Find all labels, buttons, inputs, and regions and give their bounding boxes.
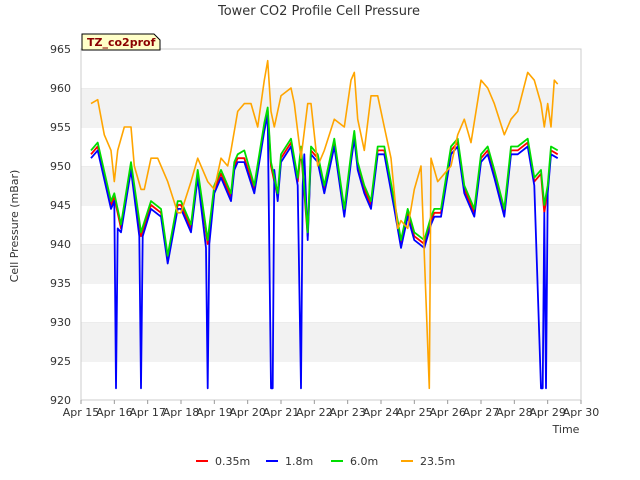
x-tick-label: Apr 29 [529,406,566,419]
y-tick-label: 945 [50,199,71,212]
plot-frame [80,48,582,401]
series-line-23.5m [90,59,559,390]
x-tick-label: Apr 25 [396,406,433,419]
x-tick-label: Apr 20 [229,406,266,419]
chart-title: Tower CO2 Profile Cell Pressure [217,4,420,19]
site-badge-label: TZ_co2prof [87,36,156,49]
x-tick-label: Apr 28 [496,406,533,419]
series-line-1.8m [90,114,559,390]
x-tick-label: Apr 19 [196,406,233,419]
x-tick-label: Apr 21 [263,406,300,419]
x-tick-label: Apr 18 [163,406,200,419]
x-tick-label: Apr 15 [63,406,100,419]
grid-band [81,283,581,322]
legend-label: 6.0m [350,455,378,468]
grid-band [81,205,581,244]
y-tick-label: 930 [50,316,71,329]
site-badge: TZ_co2prof [81,33,161,51]
y-tick-label: 955 [50,121,71,134]
grid-band [81,244,581,283]
grid-band [81,49,581,88]
x-axis-label: Time [552,423,580,436]
legend: 0.35m 1.8m 6.0m 23.5m [196,455,455,468]
y-tick-label: 965 [50,43,71,56]
grid-band [81,88,581,127]
site-badge-box [81,33,161,51]
grid-band [81,361,581,400]
y-axis: 920 925 930 935 940 945 950 955 960 965 [50,43,71,407]
plot-background-bands [81,48,581,400]
y-tick-label: 925 [50,355,71,368]
x-tick-label: Apr 23 [329,406,366,419]
x-tick-label: Apr 26 [429,406,466,419]
legend-label: 0.35m [215,455,250,468]
x-tick-label: Apr 24 [363,406,400,419]
y-axis-label: Cell Pressure (mBar) [8,170,21,283]
x-tick-label: Apr 30 [563,406,600,419]
y-tick-label: 920 [50,394,71,407]
grid-band [81,322,581,361]
legend-label: 23.5m [420,455,455,468]
y-tick-label: 940 [50,238,71,251]
y-tick-label: 950 [50,160,71,173]
x-tick-label: Apr 17 [129,406,166,419]
series-layer [90,59,559,390]
x-tick-label: Apr 16 [96,406,133,419]
y-tick-label: 960 [50,82,71,95]
legend-label: 1.8m [285,455,313,468]
x-tick-label: Apr 22 [296,406,333,419]
x-tick-label: Apr 27 [463,406,500,419]
y-tick-label: 935 [50,277,71,290]
